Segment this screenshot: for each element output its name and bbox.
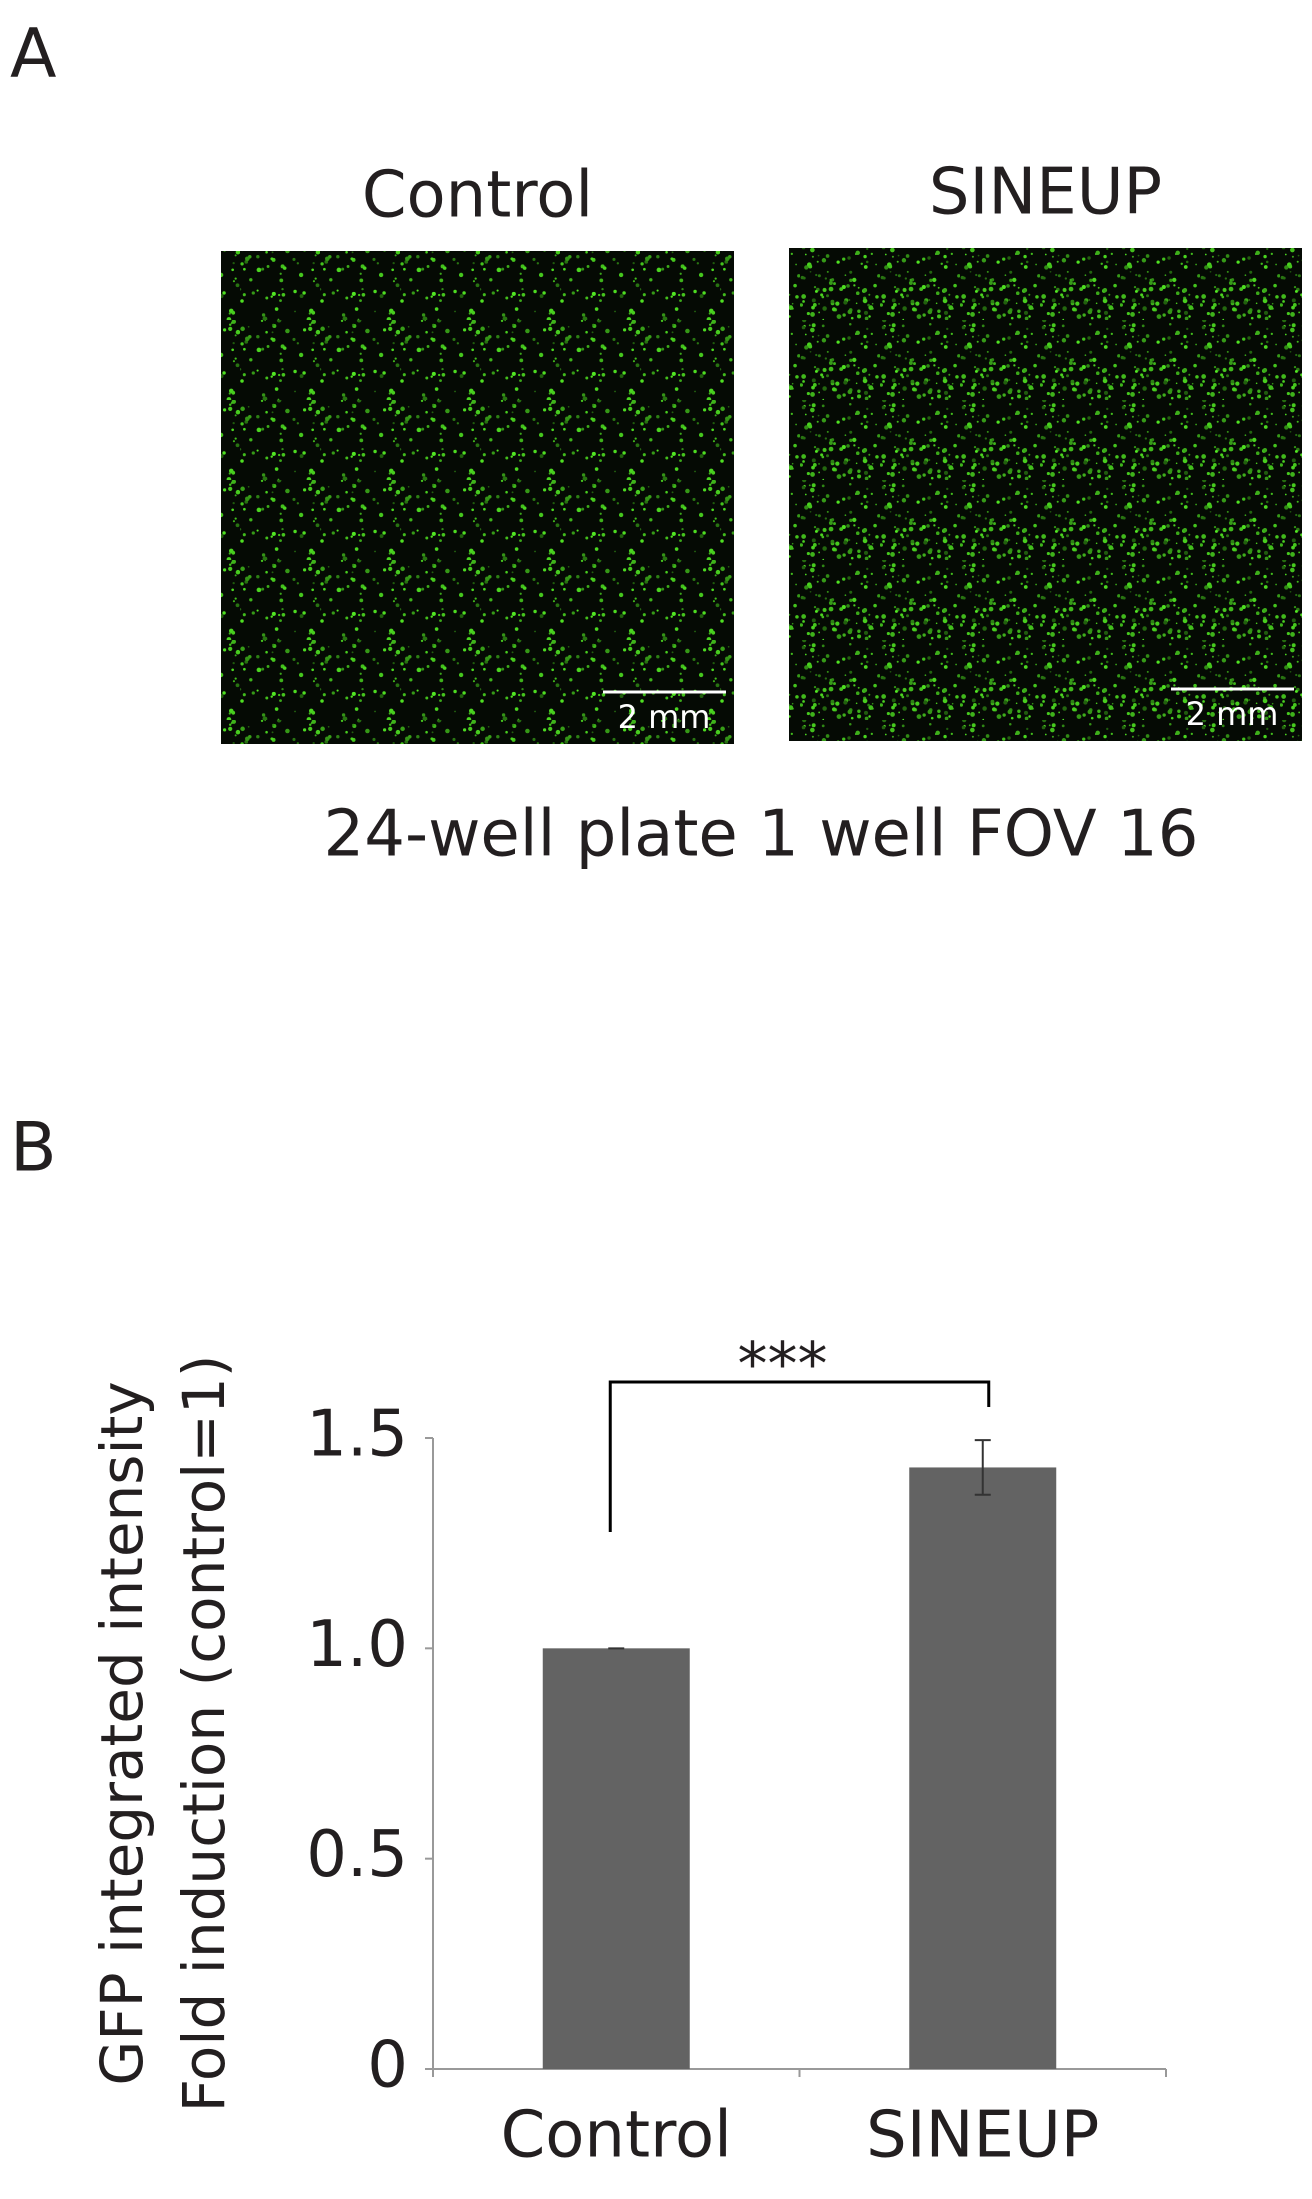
- y-tick-label: 1.5: [306, 1398, 408, 1472]
- bar: [542, 1648, 690, 2069]
- bar: [909, 1467, 1057, 2069]
- caption: 24-well plate 1 well FOV 16: [324, 798, 1199, 872]
- panel-label: A: [10, 15, 57, 94]
- panel-label: B: [10, 1109, 57, 1188]
- image-title: SINEUP: [929, 156, 1162, 230]
- image-title: Control: [362, 159, 593, 233]
- y-tick-label: 1.0: [306, 1608, 408, 1682]
- y-tick-label: 0.5: [306, 1818, 408, 1892]
- micrograph: [789, 248, 1302, 741]
- scale-bar-label: 2 mm: [1186, 695, 1279, 733]
- y-axis-label: GFP integrated intensity: [88, 1381, 156, 2085]
- y-axis-label: Fold induction (control=1): [170, 1355, 238, 2113]
- scale-bar-label: 2 mm: [618, 698, 711, 736]
- error-bar: [974, 1439, 991, 1496]
- significance-bracket: [608, 1380, 991, 1532]
- x-tick-label: Control: [501, 2099, 732, 2173]
- x-tick-label: SINEUP: [866, 2099, 1099, 2173]
- micrograph: [221, 251, 734, 744]
- significance-label: ***: [738, 1330, 828, 1400]
- y-tick-label: 0: [367, 2029, 408, 2103]
